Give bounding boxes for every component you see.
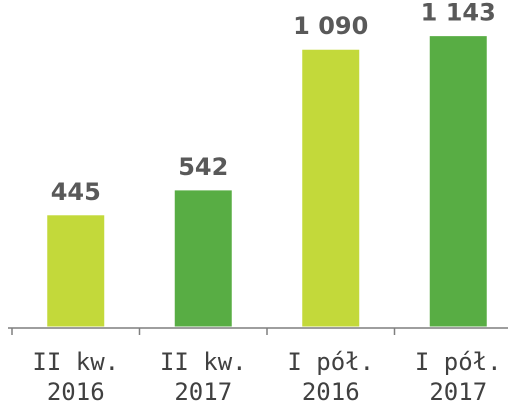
- data-label: 542: [178, 153, 228, 181]
- x-tick-label-line: I pół.: [415, 348, 502, 376]
- x-tick-label-line: 2016: [302, 378, 360, 406]
- data-label: 445: [51, 178, 101, 206]
- value-labels-group: 445 542 1 090 1 143: [51, 0, 496, 206]
- bar: [299, 46, 363, 330]
- bar: [44, 212, 108, 330]
- bar: [426, 33, 490, 330]
- x-tick-label: II kw. 2017: [160, 348, 247, 406]
- bars-group: [44, 33, 490, 330]
- x-tick-label-line: 2016: [47, 378, 105, 406]
- x-axis: [8, 327, 508, 335]
- x-tick-label-line: 2017: [429, 378, 487, 406]
- x-tick-label-line: II kw.: [160, 348, 247, 376]
- x-tick-label: I pół. 2017: [415, 348, 502, 406]
- x-tick-label-line: 2017: [174, 378, 232, 406]
- x-tick-label: I pół. 2016: [287, 348, 374, 406]
- data-label: 1 090: [293, 12, 368, 40]
- x-tick-label-line: I pół.: [287, 348, 374, 376]
- x-tick-label-line: II kw.: [32, 348, 119, 376]
- data-label: 1 143: [421, 0, 496, 27]
- x-tick-label: II kw. 2016: [32, 348, 119, 406]
- bar: [171, 187, 235, 330]
